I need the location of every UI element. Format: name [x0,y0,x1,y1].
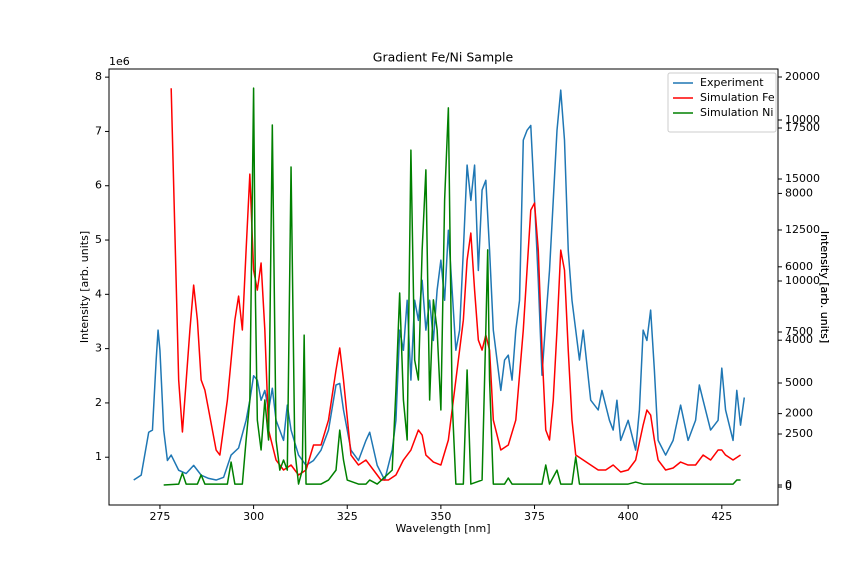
x-axis-label: Wavelength [nm] [395,522,490,535]
y3-tick-label: 8000 [785,186,813,199]
y-tick-label: 2 [95,396,102,409]
y-tick-label: 4 [95,287,102,300]
x-tick-label: 275 [149,510,170,523]
y3-tick-label: 0 [785,480,792,493]
y2-tick-label: 12500 [785,223,820,236]
y2-tick-label: 20000 [785,70,820,83]
y-tick-label: 6 [95,179,102,192]
legend-label: Experiment [700,76,764,89]
chart-title: Gradient Fe/Ni Sample [373,50,514,65]
y-offset-label: 1e6 [109,55,130,68]
y-tick-label: 8 [95,70,102,83]
x-tick-label: 425 [711,510,732,523]
y2-axis-label: Intensity [arb. units] [818,231,831,343]
y2-tick-label: 5000 [785,376,813,389]
y3-tick-label: 6000 [785,260,813,273]
x-tick-label: 350 [430,510,451,523]
legend-box [667,72,777,133]
y2-tick-label: 0 [785,478,792,491]
x-tick-label: 375 [524,510,545,523]
x-tick-label: 400 [618,510,639,523]
y3-tick-label: 10000 [785,113,820,126]
x-tick-label: 325 [337,510,358,523]
y3-tick-label: 4000 [785,333,813,346]
y2-tick-label: 10000 [785,274,820,287]
y-axis-label: Intensity [arb. units] [78,231,91,343]
y2-tick-label: 17500 [785,121,820,134]
y2-tick-label: 7500 [785,325,813,338]
x-tick-label: 300 [243,510,264,523]
plot-frame [108,68,779,506]
y2-tick-label: 2500 [785,427,813,440]
series-line [163,87,741,486]
y-tick-label: 7 [95,124,102,137]
legend-label: Simulation Ni [700,106,773,119]
y3-axis-label: Intensity [arb. units] [818,231,831,343]
y2-tick-label: 15000 [785,172,820,185]
legend-label: Simulation Fe [700,91,775,104]
y-tick-label: 5 [95,233,102,246]
y-tick-label: 3 [95,342,102,355]
y3-tick-label: 2000 [785,407,813,420]
y-tick-label: 1 [95,450,102,463]
series-line [133,89,746,481]
